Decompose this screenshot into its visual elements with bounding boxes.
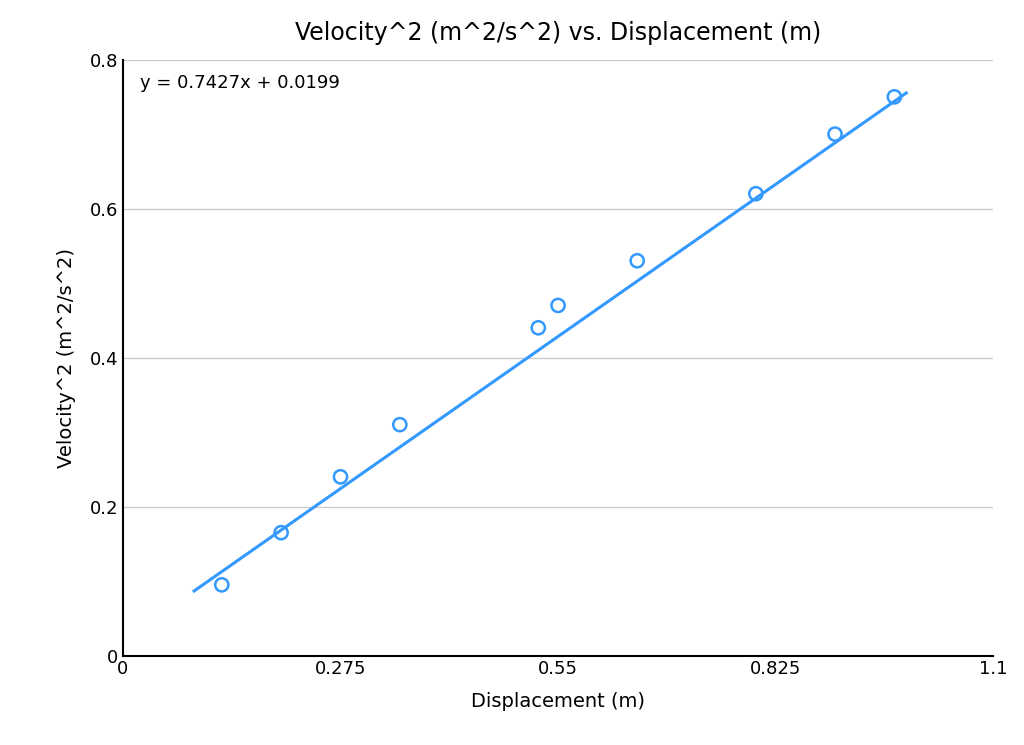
Point (748, 188, 764, 200)
Text: y = 0.7427x + 0.0199: y = 0.7427x + 0.0199 (140, 74, 340, 92)
Point (886, 91, 902, 103)
Point (273, 527, 290, 539)
X-axis label: Displacement (m): Displacement (m) (471, 692, 645, 711)
Title: Velocity^2 (m^2/s^2) vs. Displacement (m): Velocity^2 (m^2/s^2) vs. Displacement (m… (295, 21, 821, 45)
Point (391, 419, 408, 431)
Point (629, 255, 645, 267)
Point (550, 299, 566, 311)
Point (530, 322, 547, 334)
Point (214, 579, 230, 591)
Point (332, 471, 348, 483)
Point (826, 128, 843, 140)
Y-axis label: Velocity^2 (m^2/s^2): Velocity^2 (m^2/s^2) (56, 247, 76, 468)
